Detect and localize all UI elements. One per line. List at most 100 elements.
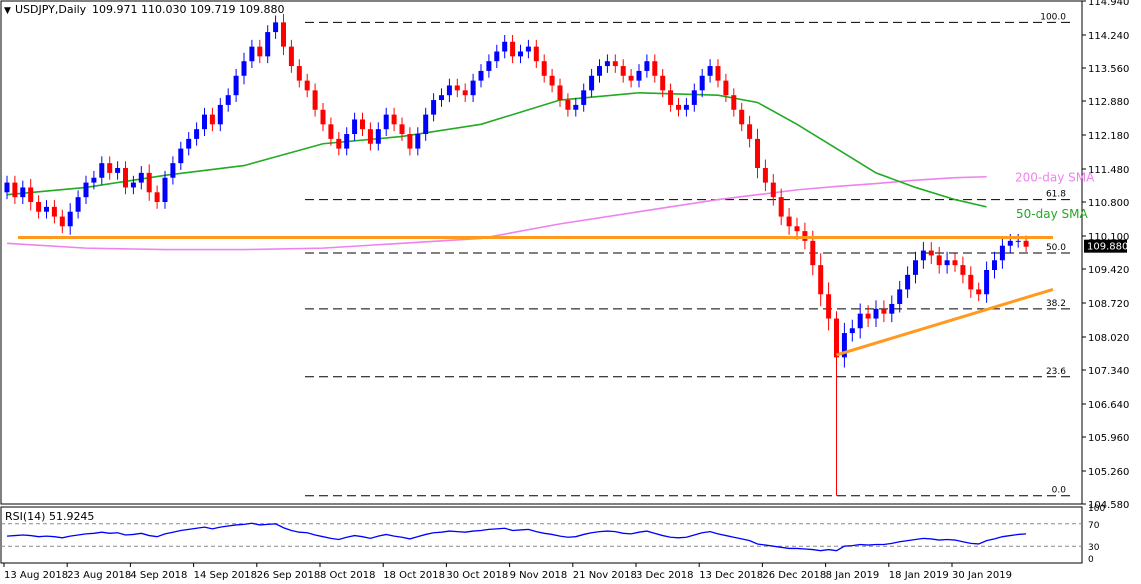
candle-body	[770, 182, 776, 198]
candle	[178, 141, 184, 170]
candle	[755, 128, 760, 179]
candle-body	[992, 260, 997, 270]
candle	[857, 303, 863, 339]
candle-body	[12, 182, 18, 198]
candle-body	[557, 85, 563, 101]
y-tick-label: 112.180	[1088, 131, 1129, 142]
candle	[107, 156, 113, 180]
candle	[928, 242, 934, 264]
candle	[360, 112, 365, 136]
candle-body	[676, 104, 681, 110]
candle	[873, 300, 879, 328]
candle-body	[186, 138, 192, 149]
candle-body	[257, 46, 263, 57]
candle	[257, 39, 263, 64]
candle-body	[217, 104, 223, 125]
rsi-line	[6, 522, 1027, 552]
candle	[525, 39, 531, 59]
candle-body	[99, 163, 105, 178]
candle-body	[67, 211, 73, 227]
candle-body	[241, 61, 247, 76]
y-tick-label: 111.480	[1088, 165, 1129, 176]
candle-body	[115, 168, 121, 173]
candle-body	[383, 114, 389, 130]
candle	[194, 122, 200, 146]
candle-body	[304, 80, 310, 91]
fibonacci-levels: 100.0 61.8 50.0 38.2 23.6 0.0	[305, 12, 1070, 497]
candle	[541, 54, 547, 83]
candle	[881, 300, 887, 323]
y-tick-label: 110.800	[1088, 198, 1129, 209]
candle-body	[233, 75, 239, 96]
candle-body	[146, 172, 152, 193]
candle	[573, 98, 579, 117]
candle-body	[439, 95, 444, 101]
candle-body	[502, 41, 508, 52]
candle-body	[494, 51, 500, 62]
candle	[494, 44, 500, 69]
candle-body	[470, 80, 476, 96]
candle	[130, 175, 136, 195]
candle-body	[162, 177, 168, 203]
candle-body	[51, 206, 57, 217]
x-tick-label: 30 Jan 2019	[952, 570, 1012, 581]
candle-body	[446, 85, 452, 96]
candle	[99, 156, 105, 185]
sma200-line	[6, 175, 987, 251]
x-tick-label: 26 Sep 2018	[257, 570, 320, 581]
candle	[225, 88, 231, 112]
candle-body	[28, 187, 34, 203]
candle	[992, 251, 997, 279]
candle	[999, 237, 1005, 269]
y-tick-label: 114.940	[1088, 0, 1129, 8]
candle-body	[549, 75, 555, 86]
candle-body	[747, 124, 753, 139]
candle-body	[281, 22, 286, 47]
candle-body	[920, 250, 926, 261]
candle-body	[399, 124, 405, 135]
fib-label-38.2: 38.2	[1046, 299, 1066, 309]
x-tick-label: 13 Dec 2018	[699, 570, 763, 581]
candle-body	[1007, 240, 1013, 246]
x-tick-label: 3 Dec 2018	[636, 570, 694, 581]
candle-body	[170, 163, 176, 178]
main-plot-frame	[0, 0, 1083, 505]
x-tick-label: 30 Oct 2018	[446, 570, 508, 581]
candle	[375, 122, 381, 151]
candle-body	[510, 41, 516, 57]
candle	[636, 64, 642, 88]
candle	[162, 170, 168, 209]
candle	[518, 44, 523, 64]
candle-body	[581, 90, 587, 105]
candle-body	[699, 75, 705, 91]
candle-body	[976, 289, 982, 295]
candle	[676, 98, 681, 117]
candle	[75, 190, 81, 219]
y-tick-label: 105.960	[1088, 433, 1129, 444]
support-trendline	[836, 287, 1054, 357]
candle-body	[225, 95, 231, 105]
candle	[952, 253, 958, 272]
candle	[644, 54, 650, 78]
candle-body	[375, 129, 381, 144]
candle-body	[565, 100, 571, 110]
candle-body	[897, 289, 903, 304]
candle	[502, 34, 508, 59]
candle-body	[130, 182, 136, 188]
candle	[383, 107, 389, 136]
fib-label-23.6: 23.6	[1046, 367, 1066, 377]
candle-body	[928, 250, 934, 256]
candle-body	[604, 61, 610, 67]
candle	[920, 242, 926, 269]
candle-body	[415, 134, 421, 149]
candle-body	[407, 134, 413, 149]
candle-body	[739, 109, 745, 125]
candle	[233, 68, 239, 102]
candle	[865, 305, 871, 328]
candle-body	[952, 260, 958, 266]
candle	[897, 280, 903, 313]
candle-body	[660, 75, 666, 91]
candle-body	[936, 255, 942, 266]
candle	[786, 208, 792, 235]
candle	[889, 295, 895, 323]
